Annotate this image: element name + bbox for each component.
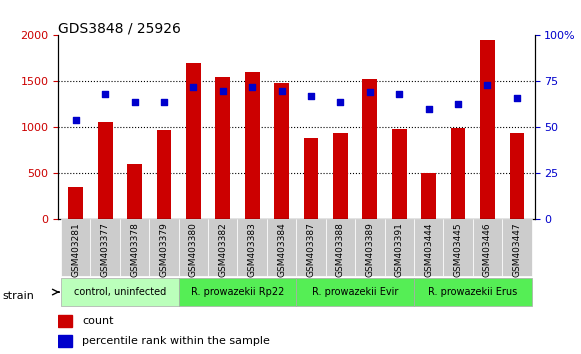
Text: GSM403388: GSM403388: [336, 222, 345, 277]
FancyBboxPatch shape: [267, 219, 296, 276]
Text: control, uninfected: control, uninfected: [74, 287, 166, 297]
Text: GDS3848 / 25926: GDS3848 / 25926: [58, 21, 181, 35]
Bar: [58, 335, 73, 347]
Point: [189, 84, 198, 90]
Text: GSM403379: GSM403379: [159, 222, 168, 277]
Text: GSM403384: GSM403384: [277, 222, 286, 277]
FancyBboxPatch shape: [502, 219, 532, 276]
Text: GSM403377: GSM403377: [101, 222, 110, 277]
Text: GSM403281: GSM403281: [71, 222, 80, 277]
Text: R. prowazekii Rp22: R. prowazekii Rp22: [191, 287, 284, 297]
Text: GSM403446: GSM403446: [483, 222, 492, 277]
Text: GSM403444: GSM403444: [424, 222, 433, 277]
FancyBboxPatch shape: [179, 278, 296, 306]
FancyBboxPatch shape: [296, 219, 326, 276]
Bar: [157, 130, 171, 219]
FancyBboxPatch shape: [414, 219, 443, 276]
Point: [394, 91, 404, 97]
Bar: [216, 77, 230, 219]
FancyBboxPatch shape: [473, 219, 502, 276]
FancyBboxPatch shape: [414, 278, 532, 306]
Point: [512, 95, 522, 101]
Text: R. prowazekii Evir: R. prowazekii Evir: [312, 287, 399, 297]
Bar: [58, 315, 73, 327]
Point: [483, 82, 492, 88]
Bar: [510, 133, 524, 219]
Point: [277, 88, 286, 93]
Text: count: count: [82, 316, 113, 326]
Text: GSM403382: GSM403382: [218, 222, 227, 277]
Text: R. prowazekii Erus: R. prowazekii Erus: [428, 287, 518, 297]
Bar: [304, 138, 318, 219]
Text: GSM403445: GSM403445: [454, 222, 462, 277]
Bar: [333, 133, 348, 219]
FancyBboxPatch shape: [385, 219, 414, 276]
Point: [101, 91, 110, 97]
Point: [248, 84, 257, 90]
FancyBboxPatch shape: [120, 219, 149, 276]
Bar: [421, 173, 436, 219]
FancyBboxPatch shape: [238, 219, 267, 276]
Bar: [98, 122, 113, 219]
Point: [159, 99, 168, 104]
Text: strain: strain: [3, 291, 35, 301]
Bar: [363, 79, 377, 219]
Point: [424, 106, 433, 112]
FancyBboxPatch shape: [208, 219, 238, 276]
FancyBboxPatch shape: [296, 278, 414, 306]
Point: [365, 90, 375, 95]
Text: percentile rank within the sample: percentile rank within the sample: [82, 336, 270, 346]
Point: [453, 101, 462, 106]
Text: GSM403389: GSM403389: [365, 222, 374, 277]
Bar: [245, 72, 260, 219]
Bar: [274, 83, 289, 219]
Point: [71, 117, 80, 123]
FancyBboxPatch shape: [179, 219, 208, 276]
Text: GSM403378: GSM403378: [130, 222, 139, 277]
Text: GSM403447: GSM403447: [512, 222, 521, 277]
Text: GSM403387: GSM403387: [307, 222, 315, 277]
Point: [130, 99, 139, 104]
Point: [336, 99, 345, 104]
FancyBboxPatch shape: [326, 219, 355, 276]
FancyBboxPatch shape: [91, 219, 120, 276]
Point: [306, 93, 315, 99]
FancyBboxPatch shape: [149, 219, 179, 276]
FancyBboxPatch shape: [61, 278, 179, 306]
FancyBboxPatch shape: [61, 219, 91, 276]
Text: GSM403380: GSM403380: [189, 222, 198, 277]
Bar: [69, 187, 83, 219]
FancyBboxPatch shape: [443, 219, 473, 276]
Bar: [127, 164, 142, 219]
Text: GSM403391: GSM403391: [394, 222, 404, 277]
Bar: [392, 129, 407, 219]
Bar: [451, 129, 465, 219]
Bar: [186, 63, 200, 219]
FancyBboxPatch shape: [355, 219, 385, 276]
Text: GSM403383: GSM403383: [248, 222, 257, 277]
Bar: [480, 40, 495, 219]
Point: [218, 88, 227, 93]
